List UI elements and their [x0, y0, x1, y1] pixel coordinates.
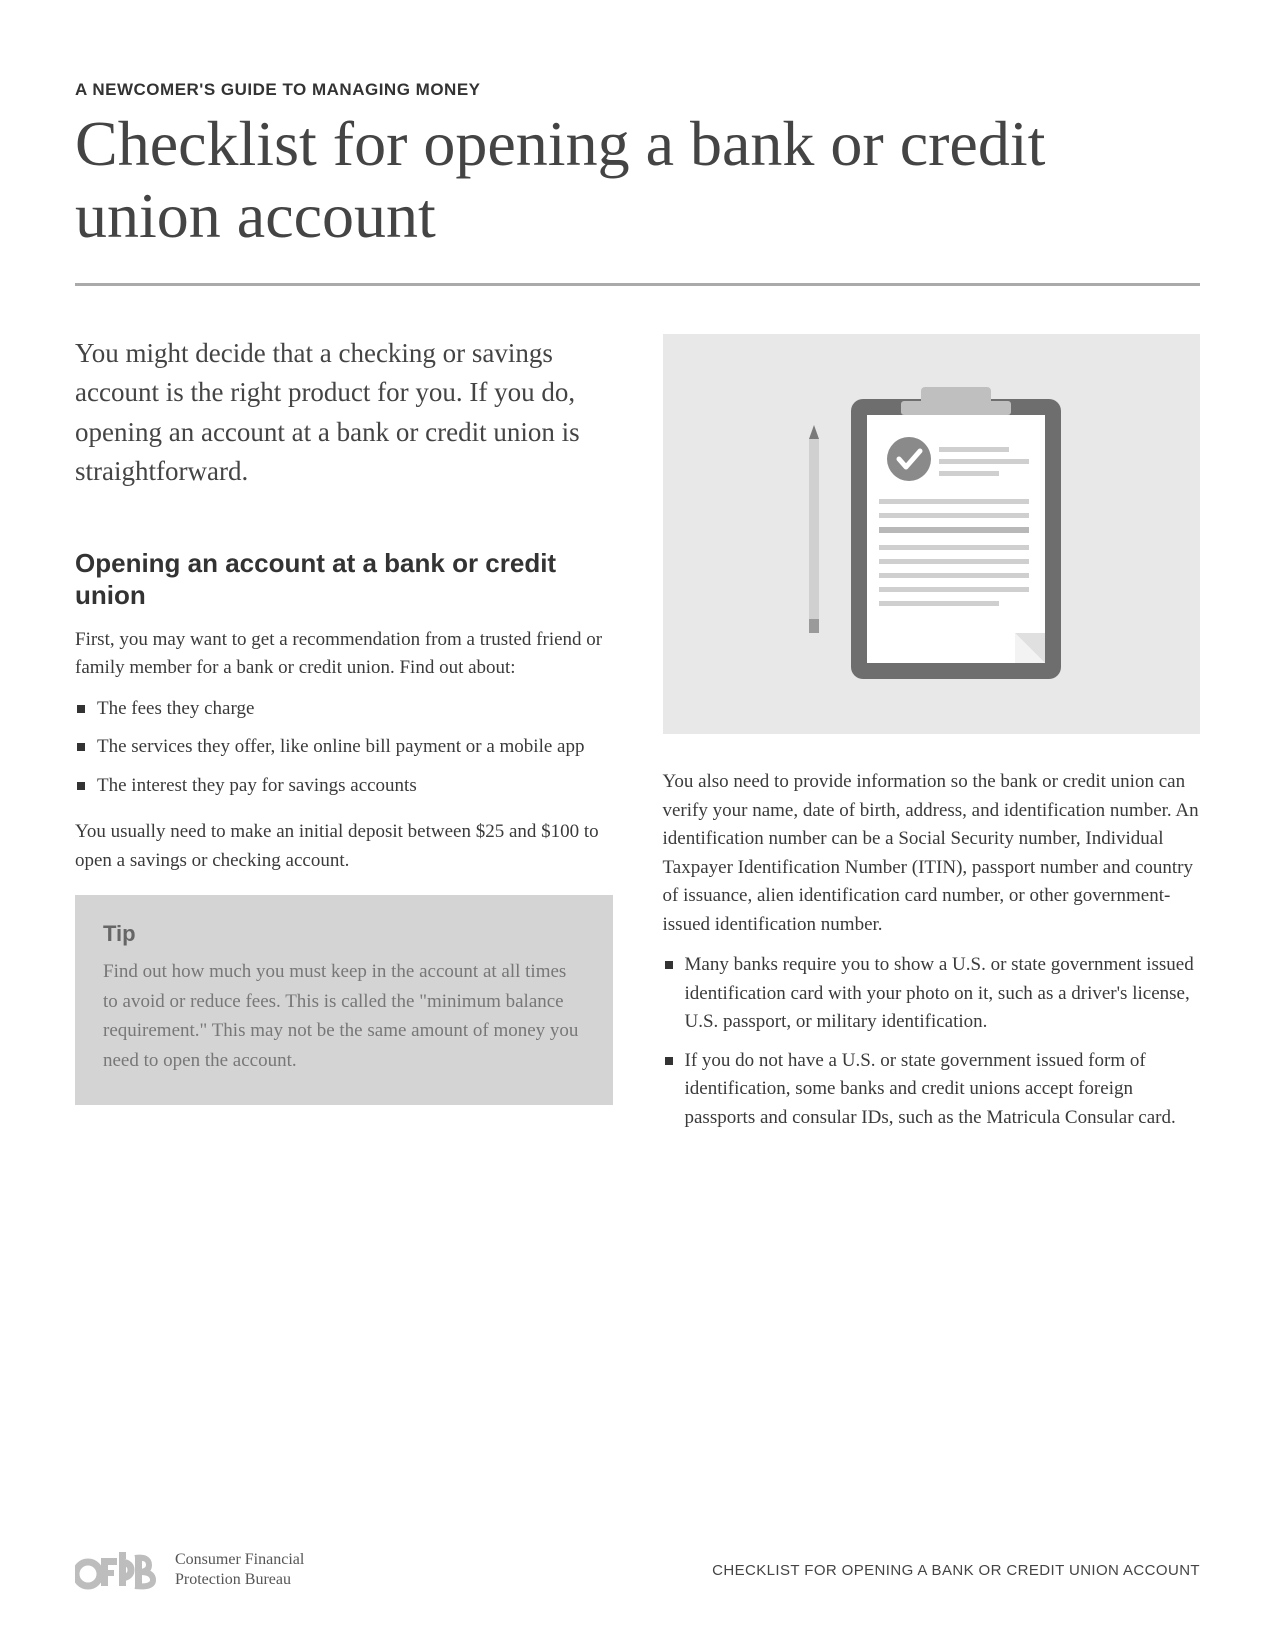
- clipboard-illustration: [663, 334, 1201, 734]
- bullet-list-right: Many banks require you to show a U.S. or…: [663, 951, 1201, 1132]
- section-heading: Opening an account at a bank or credit u…: [75, 547, 613, 612]
- right-column: You also need to provide information so …: [663, 334, 1201, 1150]
- tip-body: Find out how much you must keep in the a…: [103, 957, 585, 1075]
- page-footer: Consumer Financial Protection Bureau CHE…: [75, 1548, 1200, 1592]
- footer-left: Consumer Financial Protection Bureau: [75, 1548, 304, 1592]
- footer-org-line1: Consumer Financial: [175, 1550, 304, 1570]
- eyebrow-text: A NEWCOMER'S GUIDE TO MANAGING MONEY: [75, 80, 1200, 100]
- footer-running-title: CHECKLIST FOR OPENING A BANK OR CREDIT U…: [712, 1562, 1200, 1579]
- footer-org-line2: Protection Bureau: [175, 1570, 304, 1590]
- left-column: You might decide that a checking or savi…: [75, 334, 613, 1150]
- two-column-layout: You might decide that a checking or savi…: [75, 334, 1200, 1150]
- page-title: Checklist for opening a bank or credit u…: [75, 108, 1200, 251]
- tip-title: Tip: [103, 921, 585, 947]
- para-deposit: You usually need to make an initial depo…: [75, 818, 613, 875]
- tip-callout: Tip Find out how much you must keep in t…: [75, 895, 613, 1105]
- list-item: The services they offer, like online bil…: [75, 733, 613, 762]
- list-item: Many banks require you to show a U.S. or…: [663, 951, 1201, 1037]
- para-first: First, you may want to get a recommendat…: [75, 626, 613, 683]
- clipboard-icon: [771, 369, 1091, 699]
- bullet-list-left: The fees they charge The services they o…: [75, 695, 613, 801]
- para-verify: You also need to provide information so …: [663, 768, 1201, 939]
- list-item: The interest they pay for savings accoun…: [75, 772, 613, 801]
- list-item: The fees they charge: [75, 695, 613, 724]
- title-rule: [75, 283, 1200, 286]
- intro-paragraph: You might decide that a checking or savi…: [75, 334, 613, 491]
- cfpb-logo-icon: [75, 1548, 161, 1592]
- footer-org-name: Consumer Financial Protection Bureau: [175, 1550, 304, 1590]
- list-item: If you do not have a U.S. or state gover…: [663, 1047, 1201, 1133]
